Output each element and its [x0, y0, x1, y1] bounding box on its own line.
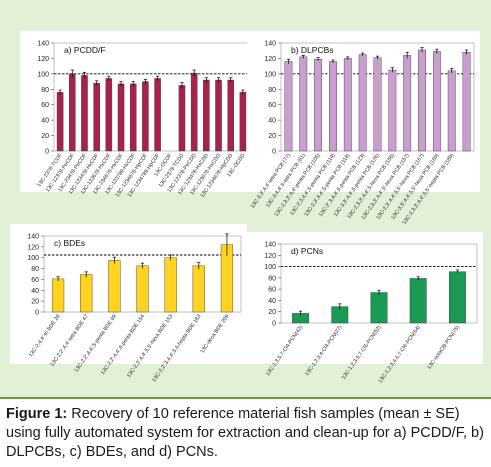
bar	[409, 278, 427, 324]
y-tick-label: 80	[268, 87, 276, 94]
bar	[178, 85, 186, 152]
bar	[93, 82, 100, 152]
bar	[447, 70, 456, 152]
y-tick-label: 80	[41, 87, 49, 94]
bar	[69, 73, 76, 152]
y-tick-label: 120	[27, 244, 39, 251]
bar	[448, 271, 466, 324]
y-tick-label: 100	[27, 255, 39, 262]
bar	[80, 274, 93, 313]
bar	[299, 56, 308, 152]
y-tick-label: 120	[37, 56, 49, 63]
y-tick-label: 20	[268, 133, 276, 140]
y-tick-label: 140	[37, 41, 49, 48]
bar	[373, 57, 382, 152]
y-tick-label: 60	[268, 287, 276, 294]
bar	[418, 49, 426, 152]
bar	[314, 59, 323, 152]
bar	[108, 260, 121, 313]
y-tick-label: 40	[31, 288, 39, 295]
y-tick-label: 0	[272, 321, 276, 328]
bar	[136, 265, 149, 313]
bar	[203, 79, 210, 152]
bar	[403, 55, 412, 152]
y-tick-label: 0	[35, 310, 39, 317]
bar	[329, 61, 337, 152]
panel-title: b) DLPCBs	[291, 45, 334, 55]
y-tick-label: 100	[37, 71, 49, 78]
bar	[215, 79, 222, 152]
bar	[142, 81, 149, 152]
y-tick-label: 120	[264, 56, 276, 63]
bar	[388, 69, 397, 152]
y-tick-label: 140	[27, 234, 39, 241]
bar	[56, 92, 64, 152]
y-tick-label: 140	[264, 41, 276, 48]
y-tick-label: 40	[41, 118, 49, 125]
y-tick-label: 100	[264, 71, 276, 78]
bar	[190, 72, 198, 152]
y-tick-label: 60	[41, 102, 49, 109]
bar	[227, 79, 234, 152]
panel-title: d) PCNs	[291, 246, 323, 256]
bar	[432, 51, 441, 152]
bar	[370, 292, 388, 324]
y-tick-label: 80	[31, 266, 39, 273]
panel-title: a) PCDD/F	[64, 45, 106, 55]
bar	[192, 265, 205, 313]
bar	[462, 52, 471, 152]
y-tick-label: 0	[272, 149, 276, 156]
panel-title: c) BDEs	[54, 238, 85, 248]
y-tick-label: 0	[45, 149, 49, 156]
bar	[81, 75, 88, 152]
bar	[358, 54, 367, 152]
caption-text: Recovery of 10 reference material fish s…	[6, 406, 484, 460]
bar	[164, 257, 177, 313]
y-tick-label: 100	[264, 264, 276, 271]
y-tick-label: 20	[31, 299, 39, 306]
y-tick-label: 140	[264, 242, 276, 249]
y-tick-label: 60	[31, 277, 39, 284]
bar	[117, 83, 125, 152]
figure-caption: Figure 1: Recovery of 10 reference mater…	[0, 397, 491, 467]
bar	[105, 78, 113, 152]
y-tick-label: 20	[268, 309, 276, 316]
bar	[51, 278, 65, 313]
bar	[343, 58, 352, 152]
y-tick-label: 80	[268, 275, 276, 282]
y-tick-label: 40	[268, 118, 276, 125]
y-tick-label: 120	[264, 253, 276, 260]
y-tick-label: 20	[41, 133, 49, 140]
caption-label: Figure 1:	[6, 406, 68, 422]
bar	[284, 61, 293, 152]
bar	[239, 92, 247, 152]
bar	[129, 83, 137, 152]
y-tick-label: 60	[268, 102, 276, 109]
y-tick-label: 40	[268, 298, 276, 305]
bar	[154, 78, 161, 152]
